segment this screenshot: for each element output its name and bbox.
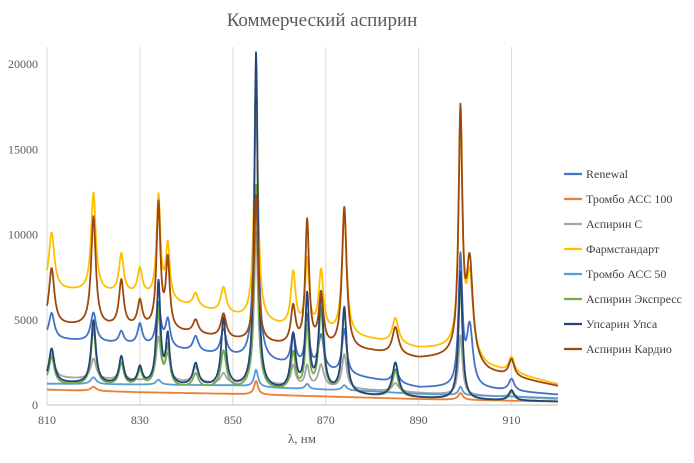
legend-entry: Фармстандарт xyxy=(586,242,660,256)
y-tick-label: 20000 xyxy=(8,57,38,71)
x-tick-label: 850 xyxy=(224,413,242,427)
legend: Renewal Тромбо АСС 100 Аспирин С Фармстанда… xyxy=(564,167,682,356)
series-line xyxy=(46,230,559,400)
legend-entry: Renewal xyxy=(586,167,629,181)
y-tick-label: 15000 xyxy=(8,142,38,156)
x-axis: 810 830 850 870 890 910 xyxy=(38,413,521,427)
x-tick-label: 810 xyxy=(38,413,56,427)
chart-title: Коммерческий аспирин xyxy=(227,10,418,31)
legend-entry: Аспирин Кардио xyxy=(586,342,672,356)
legend-entry: Аспирин С xyxy=(586,217,642,231)
series-line xyxy=(46,80,559,385)
y-tick-label: 5000 xyxy=(14,313,38,327)
legend-entry: Упсарин Упса xyxy=(586,317,658,331)
y-axis: 0 5000 10000 15000 20000 xyxy=(8,57,38,412)
series-line xyxy=(46,77,559,396)
y-tick-label: 10000 xyxy=(8,228,38,242)
series-line xyxy=(46,380,559,403)
grid xyxy=(46,47,558,406)
x-axis-label: λ, нм xyxy=(288,431,316,446)
legend-entry: Аспирин Экспресс xyxy=(586,292,682,306)
legend-entry: Тромбо АСС 50 xyxy=(586,267,666,281)
series-line xyxy=(46,51,559,403)
series-line xyxy=(46,102,559,387)
legend-entry: Тромбо АСС 100 xyxy=(586,192,672,206)
x-tick-label: 890 xyxy=(410,413,428,427)
series-group xyxy=(46,51,559,403)
x-tick-label: 910 xyxy=(503,413,521,427)
y-tick-label: 0 xyxy=(32,398,38,412)
x-tick-label: 830 xyxy=(131,413,149,427)
x-tick-label: 870 xyxy=(317,413,335,427)
